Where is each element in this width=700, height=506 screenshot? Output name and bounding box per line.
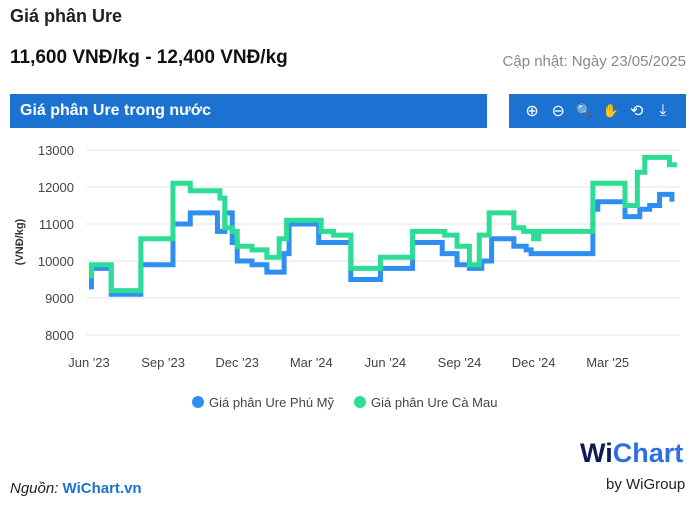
zoom-in-icon[interactable]: ⊕ — [525, 103, 539, 120]
x-tick-label: Jun '23 — [68, 355, 110, 370]
updated-date: Cập nhật: Ngày 23/05/2025 — [502, 53, 686, 70]
legend-marker — [192, 396, 204, 408]
series-line-1 — [88, 154, 677, 294]
series-line-0 — [88, 191, 675, 297]
page-title: Giá phân Ure — [10, 6, 123, 26]
y-tick-label: 9000 — [45, 291, 74, 306]
y-tick-label: 11000 — [39, 217, 74, 232]
legend-item[interactable]: Giá phân Ure Phú Mỹ — [209, 395, 335, 410]
pan-hand-icon[interactable]: ✋ — [602, 103, 619, 118]
x-tick-label: Sep '23 — [141, 355, 185, 370]
x-tick-label: Sep '24 — [438, 355, 482, 370]
logo-byline: by WiGroup — [606, 476, 686, 493]
y-tick-label: 8000 — [45, 328, 74, 343]
x-tick-label: Jun '24 — [365, 355, 407, 370]
x-tick-label: Mar '24 — [290, 355, 333, 370]
source: Nguồn: WiChart.vn — [10, 480, 142, 497]
zoom-icon[interactable]: 🔍 — [576, 103, 593, 118]
logo-chart: Chart — [612, 438, 684, 468]
chart-toolbar: ⊕ ⊖ 🔍 ✋ ⟲ ⤓ — [509, 94, 686, 128]
source-label: Nguồn: — [10, 480, 59, 497]
y-axis-label: (VNĐ/kg) — [14, 218, 26, 265]
source-link[interactable]: WiChart.vn — [62, 480, 142, 497]
chart-header: Giá phân Ure trong nước — [10, 94, 487, 128]
legend-item[interactable]: Giá phân Ure Cà Mau — [371, 395, 497, 410]
x-tick-label: Dec '23 — [215, 355, 259, 370]
y-tick-label: 12000 — [38, 180, 74, 195]
download-icon[interactable]: ⤓ — [659, 102, 667, 119]
reset-icon[interactable]: ⟲ — [630, 103, 644, 120]
wichart-logo: WiChart — [580, 438, 683, 469]
chart: 8000 9000 10000 11000 12000 13000 Jun '23 Sep '… — [14, 143, 680, 410]
x-tick-label: Dec '24 — [512, 355, 556, 370]
legend-marker — [354, 396, 366, 408]
zoom-out-icon[interactable]: ⊖ — [551, 103, 565, 120]
x-tick-label: Mar '25 — [586, 355, 629, 370]
logo-wi: Wi — [580, 438, 613, 468]
y-tick-label: 10000 — [38, 254, 74, 269]
y-tick-label: 13000 — [38, 143, 74, 158]
price-range: 11,600 VNĐ/kg - 12,400 VNĐ/kg — [10, 47, 288, 68]
